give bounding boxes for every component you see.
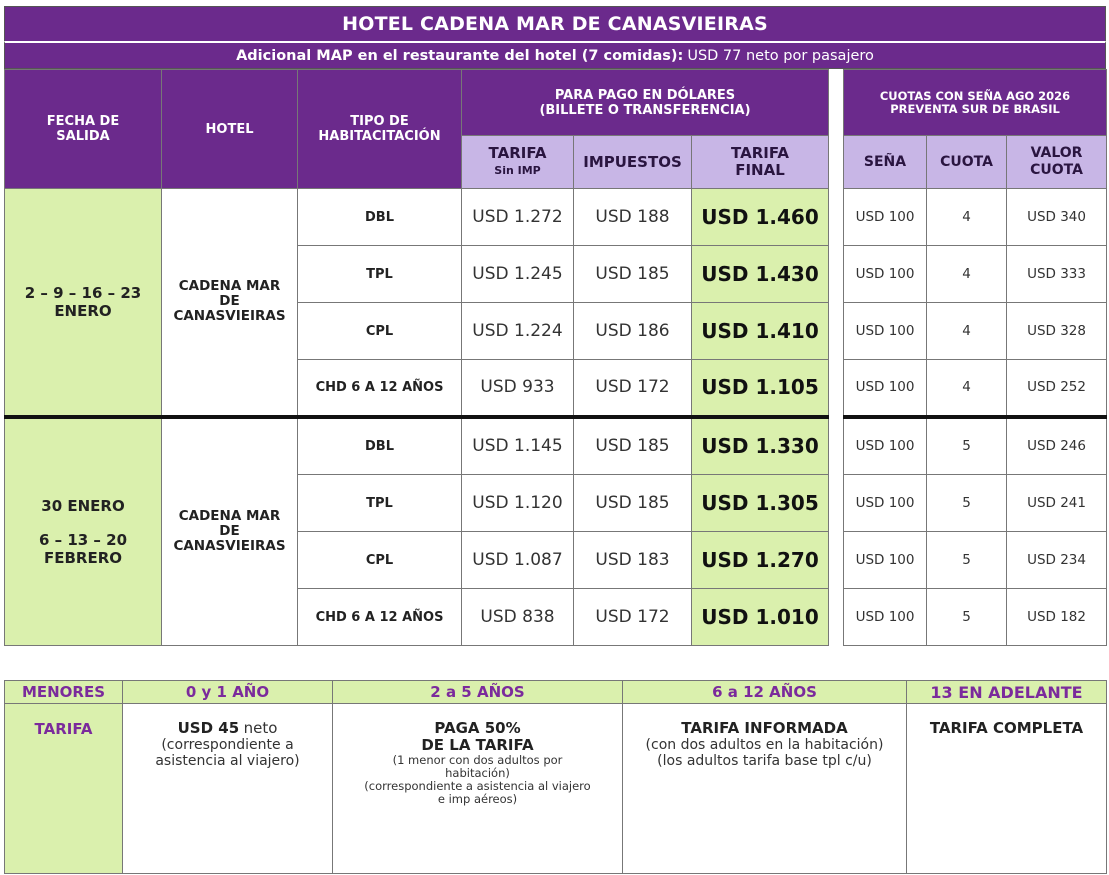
valor-cuota-value: USD 252 — [1006, 359, 1108, 417]
impuestos-value: USD 172 — [573, 588, 692, 646]
tarifa-value: USD 1.245 — [461, 245, 574, 303]
rates-sheet: HOTEL CADENA MAR DE CANASVIEIRAS Adicion… — [4, 6, 1108, 646]
minors-13-plus: TARIFA COMPLETA — [906, 703, 1107, 874]
tarifa-final-value: USD 1.330 — [690, 414, 830, 475]
valor-cuota-value: USD 182 — [1006, 588, 1108, 646]
tarifa-value: USD 1.145 — [461, 414, 574, 475]
room-type: TPL — [297, 474, 462, 532]
col-fecha: FECHA DE SALIDA — [4, 69, 162, 189]
impuestos-value: USD 188 — [573, 188, 692, 246]
cuota-value: 5 — [926, 531, 1008, 589]
minors-row-label: TARIFA — [4, 703, 123, 874]
rates-table: FECHA DE SALIDA HOTEL TIPO DE HABITACITA… — [4, 69, 1108, 646]
table-row: CHD 6 A 12 AÑOS USD 838 USD 172 USD 1.01… — [5, 588, 1108, 646]
departure-dates: 2 – 9 – 16 – 23 ENERO — [4, 188, 162, 417]
impuestos-value: USD 185 — [573, 245, 692, 303]
sena-value: USD 100 — [843, 588, 928, 646]
tarifa-final-value: USD 1.105 — [690, 359, 830, 417]
minors-header: 13 EN ADELANTE — [906, 680, 1107, 704]
cuota-value: 4 — [926, 245, 1008, 303]
table-row: CPL USD 1.087 USD 183 USD 1.270 USD 100 … — [5, 531, 1108, 589]
cuota-value: 4 — [926, 302, 1008, 360]
tarifa-value: USD 1.224 — [461, 302, 574, 360]
col-cuota: CUOTA — [926, 135, 1008, 189]
room-type: DBL — [297, 414, 462, 475]
col-pago-group: PARA PAGO EN DÓLARES (BILLETE O TRANSFER… — [460, 69, 830, 136]
table-row: 2 – 9 – 16 – 23 ENERO CADENA MAR DE CANA… — [4, 188, 1108, 417]
col-hotel: HOTEL — [161, 69, 298, 189]
tarifa-final-value: USD 1.460 — [690, 188, 830, 246]
room-type: CHD 6 A 12 AÑOS — [297, 588, 462, 646]
minors-header: MENORES — [4, 680, 123, 704]
minors-header: 2 a 5 AÑOS — [332, 680, 623, 704]
departure-dates: 30 ENERO 6 – 13 – 20 FEBRERO — [4, 414, 162, 646]
room-type: DBL — [297, 188, 462, 246]
subtitle-bold: Adicional MAP en el restaurante del hote… — [236, 47, 684, 64]
room-type: CPL — [297, 531, 462, 589]
cuota-value: 5 — [926, 588, 1008, 646]
table-row: TPL USD 1.245 USD 185 USD 1.430 USD 100 … — [5, 245, 1108, 303]
col-tipo: TIPO DE HABITACITACIÓN — [297, 69, 462, 189]
col-tarifa: TARIFA Sin IMP — [461, 135, 574, 189]
tarifa-value: USD 838 — [461, 588, 574, 646]
subtitle-rest: USD 77 neto por pasajero — [687, 47, 874, 64]
impuestos-value: USD 186 — [573, 302, 692, 360]
col-cuotas-group: CUOTAS CON SEÑA AGO 2026 PREVENTA SUR DE… — [843, 69, 1108, 136]
sena-value: USD 100 — [843, 474, 928, 532]
hotel-name: CADENA MAR DE CANASVIEIRAS — [161, 414, 298, 646]
minors-6-12: TARIFA INFORMADA (con dos adultos en la … — [622, 703, 907, 874]
valor-cuota-value: USD 328 — [1006, 302, 1108, 360]
page-subtitle: Adicional MAP en el restaurante del hote… — [4, 41, 1106, 69]
tarifa-final-value: USD 1.410 — [690, 302, 830, 360]
sena-value: USD 100 — [843, 245, 928, 303]
tarifa-value: USD 1.120 — [461, 474, 574, 532]
cuota-value: 4 — [926, 188, 1008, 246]
minors-0-1: USD 45 neto (correspondiente a asistenci… — [122, 703, 333, 874]
valor-cuota-value: USD 340 — [1006, 188, 1108, 246]
room-type: CPL — [297, 302, 462, 360]
tarifa-value: USD 1.272 — [461, 188, 574, 246]
impuestos-value: USD 185 — [573, 414, 692, 475]
tarifa-final-value: USD 1.305 — [690, 474, 830, 532]
cuota-value: 5 — [926, 474, 1008, 532]
valor-cuota-value: USD 246 — [1006, 414, 1108, 475]
col-impuestos: IMPUESTOS — [573, 135, 692, 189]
tarifa-final-value: USD 1.010 — [690, 588, 830, 646]
valor-cuota-value: USD 234 — [1006, 531, 1108, 589]
sena-value: USD 100 — [843, 414, 928, 475]
tarifa-value: USD 1.087 — [461, 531, 574, 589]
hotel-name: CADENA MAR DE CANASVIEIRAS — [161, 188, 298, 417]
cuota-value: 4 — [926, 359, 1008, 417]
impuestos-value: USD 185 — [573, 474, 692, 532]
sena-value: USD 100 — [843, 302, 928, 360]
col-tarifa-final: TARIFA FINAL — [690, 135, 830, 189]
valor-cuota-value: USD 241 — [1006, 474, 1108, 532]
table-row: CHD 6 A 12 AÑOS USD 933 USD 172 USD 1.10… — [5, 359, 1108, 417]
table-row: 30 ENERO 6 – 13 – 20 FEBRERO CADENA MAR … — [4, 414, 1108, 646]
impuestos-value: USD 172 — [573, 359, 692, 417]
room-type: TPL — [297, 245, 462, 303]
tarifa-final-value: USD 1.430 — [690, 245, 830, 303]
page-title: HOTEL CADENA MAR DE CANASVIEIRAS — [4, 6, 1106, 41]
minors-header: 6 a 12 AÑOS — [622, 680, 907, 704]
impuestos-value: USD 183 — [573, 531, 692, 589]
sena-value: USD 100 — [843, 531, 928, 589]
minors-table: MENORES 0 y 1 AÑO 2 a 5 AÑOS 6 a 12 AÑOS… — [4, 680, 1107, 874]
sena-value: USD 100 — [843, 359, 928, 417]
minors-header: 0 y 1 AÑO — [122, 680, 333, 704]
col-sena: SEÑA — [843, 135, 928, 189]
tarifa-final-value: USD 1.270 — [690, 531, 830, 589]
cuota-value: 5 — [926, 414, 1008, 475]
minors-2-5: PAGA 50% DE LA TARIFA (1 menor con dos a… — [332, 703, 623, 874]
room-type: CHD 6 A 12 AÑOS — [297, 359, 462, 417]
col-valor-cuota: VALOR CUOTA — [1006, 135, 1108, 189]
sena-value: USD 100 — [843, 188, 928, 246]
tarifa-value: USD 933 — [461, 359, 574, 417]
valor-cuota-value: USD 333 — [1006, 245, 1108, 303]
